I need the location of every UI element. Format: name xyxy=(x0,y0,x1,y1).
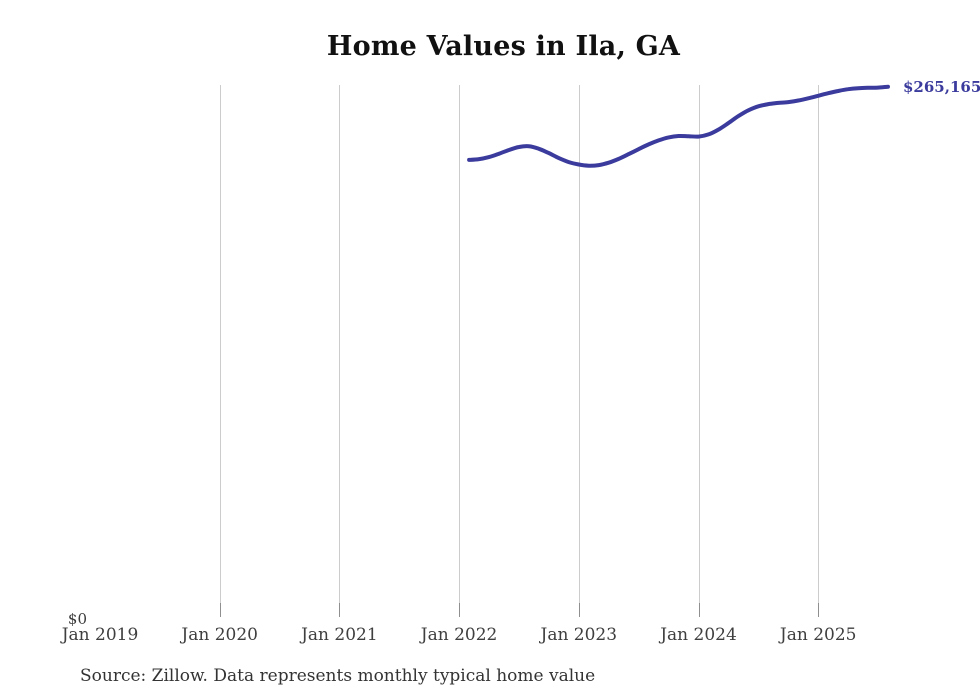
latest-value-label: $265,165 xyxy=(903,78,980,96)
x-axis-tick xyxy=(459,603,461,617)
vertical-gridline xyxy=(459,85,461,603)
x-axis-tick xyxy=(578,603,580,617)
x-axis-tick xyxy=(698,603,700,617)
x-axis-tick xyxy=(339,603,341,617)
x-axis-label: Jan 2020 xyxy=(181,625,258,645)
vertical-gridline xyxy=(219,85,221,603)
source-note: Source: Zillow. Data represents monthly … xyxy=(80,666,596,686)
x-axis-label: Jan 2022 xyxy=(420,625,498,645)
chart-title: Home Values in Ila, GA xyxy=(326,31,681,62)
x-axis-label: Jan 2025 xyxy=(779,625,857,645)
x-axis-label: Jan 2024 xyxy=(660,625,737,645)
x-axis-tick xyxy=(219,603,221,617)
x-axis-label: Jan 2023 xyxy=(540,625,618,645)
vertical-gridline xyxy=(818,85,820,603)
vertical-gridline xyxy=(339,85,341,603)
vertical-gridline xyxy=(698,85,700,603)
x-axis-label: Jan 2021 xyxy=(301,625,378,645)
x-axis-tick xyxy=(818,603,820,617)
x-axis-label: Jan 2019 xyxy=(61,625,139,645)
vertical-gridline xyxy=(578,85,580,603)
home-value-line xyxy=(467,84,890,168)
y-axis-zero-label: $0 xyxy=(67,610,87,628)
